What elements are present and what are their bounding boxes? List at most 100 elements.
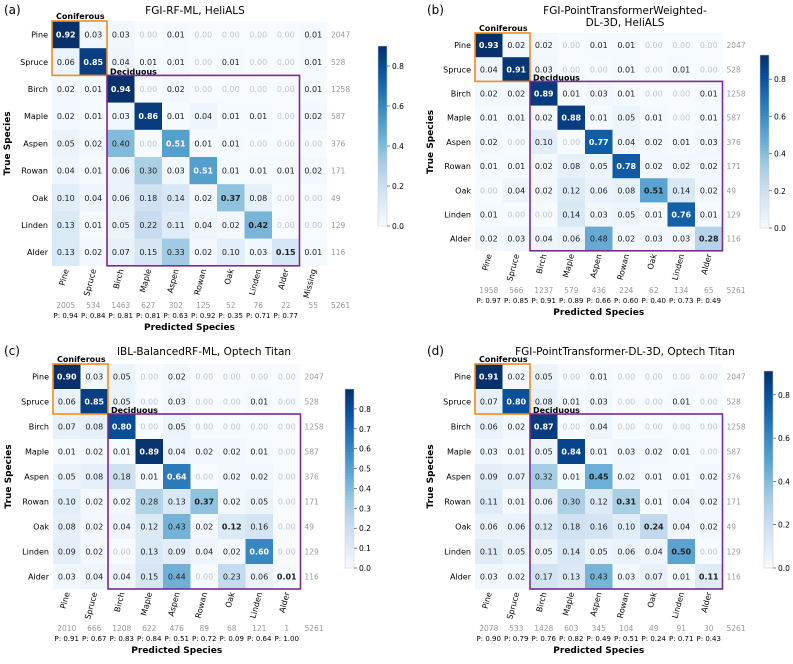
col-tick-label: Maple <box>561 591 576 617</box>
cell-value-label: 0.00 <box>277 31 295 40</box>
panel-label: (c) <box>4 344 20 358</box>
cell-value-label: 0.01 <box>645 473 663 482</box>
heatmap-cell <box>612 154 641 179</box>
heatmap-cell <box>273 414 301 440</box>
col-total-label: 1 <box>284 624 289 633</box>
heatmap-cell <box>585 439 613 465</box>
col-total-label: 49 <box>649 624 659 633</box>
colorbar-segment <box>345 403 354 408</box>
colorbar-segment <box>764 453 773 457</box>
row-tick-label: Oak <box>455 186 471 195</box>
cell-value-label: 0.89 <box>139 448 159 457</box>
cell-value-label: 0.01 <box>507 162 525 171</box>
heatmap-cell <box>272 184 300 212</box>
row-tick-label: Birch <box>29 423 49 432</box>
heatmap-cell <box>163 364 191 390</box>
col-tick-label: Aspen <box>589 591 604 617</box>
cell-value-label: 0.01 <box>304 31 322 40</box>
cell-value-label: 0.01 <box>304 58 322 67</box>
cell-value-label: 0.01 <box>222 139 240 148</box>
heatmap-cell <box>245 364 274 390</box>
heatmap-cell <box>80 564 109 590</box>
colorbar-segment <box>345 487 354 491</box>
heatmap-cell <box>695 129 723 155</box>
precision-label: P: 0.43 <box>697 635 721 643</box>
heatmap-cell <box>612 364 641 390</box>
cell-value-label: 0.05 <box>507 548 525 557</box>
cell-value-label: 0.02 <box>535 186 553 195</box>
precision-label: P: 0.71 <box>246 312 270 320</box>
heatmap-cell <box>79 238 108 267</box>
cell-value-label: 0.01 <box>249 112 267 121</box>
heatmap-cell <box>475 105 503 131</box>
colorbar-segment <box>378 148 387 152</box>
precision-label: P: 0.63 <box>164 312 188 320</box>
cell-value-label: 0.03 <box>112 31 130 40</box>
cell-value-label: 0.01 <box>562 90 580 99</box>
colorbar-segment <box>764 551 773 556</box>
heatmap-cell <box>272 211 300 239</box>
y-axis-label: True Species <box>426 110 436 174</box>
cell-value-label: 0.02 <box>507 573 525 582</box>
heatmap-cell <box>52 129 80 158</box>
heatmap-cell <box>53 464 81 490</box>
cell-value-label: 0.02 <box>700 162 718 171</box>
cell-value-label: 0.01 <box>672 138 690 147</box>
heatmap-cell <box>217 75 245 103</box>
heatmap-cell <box>218 564 246 590</box>
colorbar-segment <box>764 561 773 566</box>
colorbar-segment <box>378 61 387 65</box>
precision-label: P: 0.35 <box>219 312 243 320</box>
heatmap-cell <box>299 184 328 212</box>
cell-value-label: 0.02 <box>700 473 718 482</box>
col-tick-label: Rowan <box>194 591 210 619</box>
heatmap-cell <box>502 564 531 590</box>
row-total-label: 528 <box>727 398 742 407</box>
cell-value-label: 0.00 <box>249 85 267 94</box>
cell-value-label: 0.12 <box>222 523 242 532</box>
heatmap-cell <box>135 514 164 540</box>
cell-value-label: 0.00 <box>617 398 635 407</box>
panel-label: (d) <box>427 344 444 358</box>
row-total-label: 376 <box>727 473 742 482</box>
col-total-label: 104 <box>619 624 634 633</box>
colorbar-segment <box>345 481 354 485</box>
heatmap-cell <box>667 33 696 58</box>
heatmap-cell <box>557 33 586 58</box>
cell-value-label: 0.85 <box>84 398 104 407</box>
cell-value-label: 0.03 <box>617 573 635 582</box>
heatmap-cell <box>79 75 108 103</box>
cell-value-label: 0.01 <box>480 114 498 123</box>
colorbar-segment <box>378 178 387 182</box>
colorbar-segment <box>760 92 769 96</box>
precision-label: P: 0.09 <box>220 635 244 643</box>
heatmap-cell <box>640 464 668 490</box>
colorbar-segment <box>345 541 354 545</box>
heatmap-cell <box>135 364 164 390</box>
colorbar-segment <box>378 169 387 173</box>
cell-value-label: 0.00 <box>507 138 525 147</box>
cell-value-label: 0.00 <box>304 139 322 148</box>
heatmap-cell <box>190 514 219 540</box>
colorbar-segment <box>378 130 387 134</box>
colorbar-segment <box>345 544 354 548</box>
cell-value-label: 0.04 <box>194 112 212 121</box>
heatmap-cell <box>667 154 696 179</box>
colorbar-segment <box>764 492 773 497</box>
heatmap-cell <box>557 81 586 106</box>
heatmap-cell <box>585 154 613 179</box>
heatmap-cell <box>299 238 328 267</box>
colorbar-segment <box>378 58 387 62</box>
heatmap-cell <box>502 389 531 415</box>
cell-value-label: 0.04 <box>507 186 525 195</box>
heatmap-cell <box>163 489 191 515</box>
cell-value-label: 0.00 <box>250 373 268 382</box>
cell-value-label: 0.00 <box>645 398 663 407</box>
colorbar-segment <box>764 515 773 520</box>
heatmap-cell <box>612 439 641 465</box>
heatmap-cell <box>695 539 723 565</box>
colorbar-segment <box>378 127 387 131</box>
cell-value-label: 0.00 <box>672 41 690 50</box>
heatmap-cell <box>217 129 245 158</box>
cell-value-label: 0.04 <box>57 167 75 176</box>
